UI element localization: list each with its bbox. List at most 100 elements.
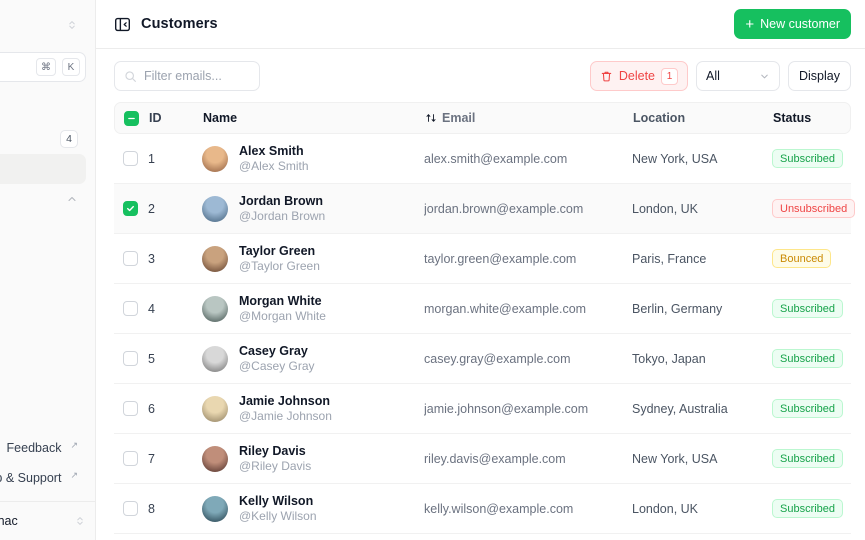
sidebar-item-settings-label: Settings [0,192,57,206]
row-select-cell [114,501,148,516]
table-header-row: ID Name Email Location Status [114,102,851,134]
customers-table: ID Name Email Location Status 1 Alex Smit… [96,102,865,540]
row-customer-handle: @Alex Smith [239,159,309,173]
avatar [202,145,228,172]
row-name-cell: Alex Smith @Alex Smith [202,144,424,173]
row-select-cell [114,351,148,366]
row-checkbox[interactable] [123,301,138,316]
table-row[interactable]: 8 Kelly Wilson @Kelly Wilson kelly.wilson@e… [114,484,851,534]
external-link-arrow-icon: ↗ [70,470,78,480]
sidebar-item-help-label: Help & Support [0,471,62,485]
column-header-status[interactable]: Status [773,111,812,125]
row-email: kelly.wilson@example.com [424,501,574,516]
row-id: 3 [148,251,155,266]
row-id: 6 [148,401,155,416]
row-location: Tokyo, Japan [632,351,706,366]
select-all-checkbox[interactable] [124,110,139,126]
chevron-up-down-icon [77,517,83,525]
row-checkbox[interactable] [123,251,138,266]
sidebar: Next Search... ⌘ K [0,0,96,540]
filter-emails-placeholder: Filter emails... [144,69,222,83]
table-row[interactable]: 5 Casey Gray @Casey Gray casey.gray@example… [114,334,851,384]
minus-icon [128,117,135,119]
sidebar-item-home-label: Home [0,102,78,116]
row-status-cell: Subscribed [772,299,851,318]
row-email: jamie.johnson@example.com [424,401,589,416]
column-header-location[interactable]: Location [633,111,686,125]
row-status-cell: Subscribed [772,399,851,418]
row-status-cell: Subscribed [772,499,851,518]
row-email: alex.smith@example.com [424,151,568,166]
select-all-cell [115,110,149,126]
display-button-label: Display [799,69,840,83]
external-link-arrow-icon: ↗ [70,440,78,450]
chevron-up-icon [68,196,76,202]
delete-button[interactable]: Delete 1 [589,61,688,91]
row-status-cell: Unsubscribed [772,199,856,218]
display-settings-button[interactable]: Display [788,61,851,91]
row-customer-name: Morgan White [239,294,322,308]
row-id: 8 [148,501,155,516]
row-location: New York, USA [632,451,718,466]
row-customer-handle: @Casey Gray [239,359,315,373]
sidebar-item-feedback[interactable]: Feedback ↗ [0,433,86,463]
sidebar-external-links: Feedback ↗ Help & Support ↗ [0,433,95,501]
sidebar-item-inbox[interactable]: Inbox 4 [0,124,86,154]
table-row[interactable]: 6 Jamie Johnson @Jamie Johnson jamie.johnso… [114,384,851,434]
row-status-cell: Subscribed [772,449,851,468]
sort-arrows-icon [426,114,436,122]
sidebar-item-settings[interactable]: Settings [0,184,86,214]
row-email: taylor.green@example.com [424,251,577,266]
row-checkbox[interactable] [123,451,138,466]
sidebar-item-inbox-label: Inbox [0,132,51,146]
table-row[interactable]: 4 Morgan White @Morgan White morgan.white@e… [114,284,851,334]
inbox-badge-count: 4 [60,130,78,148]
row-checkbox[interactable] [123,151,138,166]
row-status-cell: Subscribed [772,349,851,368]
row-customer-handle: @Riley Davis [239,459,312,473]
page-title: Customers [141,16,218,32]
table-row[interactable]: 1 Alex Smith @Alex Smith alex.smith@example… [114,134,851,184]
workspace-name: Next [0,18,58,32]
new-customer-button[interactable]: + New customer [734,9,851,39]
status-badge: Subscribed [772,399,844,418]
sidebar-subitem-members[interactable]: Members [0,242,86,270]
column-header-id[interactable]: ID [149,111,162,125]
avatar [202,345,228,372]
row-checkbox[interactable] [123,501,138,516]
row-customer-name: Riley Davis [239,444,306,458]
sidebar-user-menu[interactable]: Benjamin Canac [0,501,95,540]
sidebar-item-help-support[interactable]: Help & Support ↗ [0,463,86,493]
status-badge: Bounced [772,249,832,268]
table-row[interactable]: 7 Riley Davis @Riley Davis riley.davis@exam… [114,434,851,484]
check-icon [127,205,134,212]
row-checkbox[interactable] [123,401,138,416]
row-email: casey.gray@example.com [424,351,571,366]
panel-collapse-icon[interactable] [114,16,131,33]
sidebar-subitem-notifications[interactable]: Notifications [0,270,86,298]
row-location: Paris, France [632,251,707,266]
column-header-name[interactable]: Name [203,111,238,125]
filter-emails-input[interactable]: Filter emails... [114,61,260,91]
sidebar-item-customers[interactable]: Customers [0,154,86,184]
status-filter-select[interactable]: All [696,61,780,91]
row-select-cell [114,201,148,216]
sidebar-item-home[interactable]: Home [0,94,86,124]
row-customer-name: Casey Gray [239,344,308,358]
column-header-email[interactable]: Email [425,111,633,125]
row-name-cell: Jamie Johnson @Jamie Johnson [202,394,424,423]
avatar [202,245,228,272]
table-row[interactable]: 3 Taylor Green @Taylor Green taylor.green@e… [114,234,851,284]
row-customer-name: Alex Smith [239,144,304,158]
sidebar-subitem-general[interactable]: General [0,214,86,242]
row-email: riley.davis@example.com [424,451,566,466]
table-row[interactable]: 2 Jordan Brown @Jordan Brown jordan.brown@e… [114,184,856,234]
workspace-switcher[interactable]: Next [0,8,86,42]
row-customer-handle: @Jordan Brown [239,209,326,223]
sidebar-subitem-security[interactable]: Security [0,298,86,326]
row-name-cell: Morgan White @Morgan White [202,294,424,323]
row-checkbox[interactable] [123,201,138,216]
sidebar-search-input[interactable]: Search... ⌘ K [0,52,86,82]
row-checkbox[interactable] [123,351,138,366]
